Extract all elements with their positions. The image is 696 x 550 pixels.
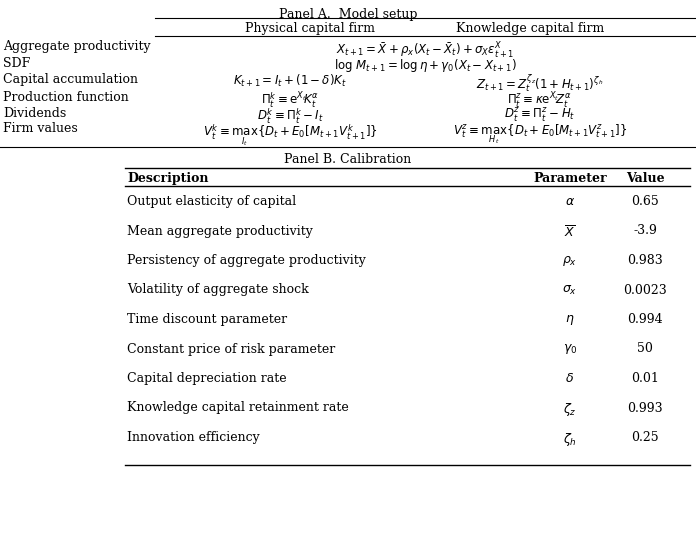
Text: Capital accumulation: Capital accumulation <box>3 73 138 86</box>
Text: $K_{t+1} = I_t + (1-\delta)K_t$: $K_{t+1} = I_t + (1-\delta)K_t$ <box>233 73 347 89</box>
Text: Parameter: Parameter <box>533 172 607 185</box>
Text: $V_t^k \equiv \underset{I_t}{\max}\{D_t + E_0[M_{t+1}V_{t+1}^k]\}$: $V_t^k \equiv \underset{I_t}{\max}\{D_t … <box>203 122 377 148</box>
Text: 0.983: 0.983 <box>627 254 663 267</box>
Text: $\rho_x$: $\rho_x$ <box>562 254 578 268</box>
Text: Innovation efficiency: Innovation efficiency <box>127 431 260 444</box>
Text: $\Pi_t^k \equiv \mathrm{e}^{X_t}\!K_t^{\alpha}$: $\Pi_t^k \equiv \mathrm{e}^{X_t}\!K_t^{\… <box>261 91 319 111</box>
Text: Output elasticity of capital: Output elasticity of capital <box>127 195 296 208</box>
Text: $\log\, M_{t+1} = \log\eta + \gamma_0(X_t - X_{t+1})$: $\log\, M_{t+1} = \log\eta + \gamma_0(X_… <box>333 57 516 74</box>
Text: Knowledge capital firm: Knowledge capital firm <box>456 22 604 35</box>
Text: Mean aggregate productivity: Mean aggregate productivity <box>127 224 313 238</box>
Text: 50: 50 <box>637 343 653 355</box>
Text: $\zeta_h$: $\zeta_h$ <box>563 431 577 448</box>
Text: $\delta$: $\delta$ <box>565 372 574 385</box>
Text: Firm values: Firm values <box>3 122 78 135</box>
Text: $D_t^k \equiv \Pi_t^k - I_t$: $D_t^k \equiv \Pi_t^k - I_t$ <box>257 107 324 126</box>
Text: Dividends: Dividends <box>3 107 66 120</box>
Text: $\zeta_z$: $\zeta_z$ <box>563 402 577 419</box>
Text: $\eta$: $\eta$ <box>565 313 575 327</box>
Text: Production function: Production function <box>3 91 129 104</box>
Text: $\alpha$: $\alpha$ <box>565 195 575 208</box>
Text: $\overline{X}$: $\overline{X}$ <box>564 224 576 240</box>
Text: Panel B. Calibration: Panel B. Calibration <box>285 153 411 166</box>
Text: -3.9: -3.9 <box>633 224 657 238</box>
Text: 0.01: 0.01 <box>631 372 659 385</box>
Text: 0.0023: 0.0023 <box>623 283 667 296</box>
Text: $\gamma_0$: $\gamma_0$ <box>563 343 577 356</box>
Text: Persistency of aggregate productivity: Persistency of aggregate productivity <box>127 254 366 267</box>
Text: $\sigma_x$: $\sigma_x$ <box>562 283 578 296</box>
Text: Constant price of risk parameter: Constant price of risk parameter <box>127 343 335 355</box>
Text: Knowledge capital retainment rate: Knowledge capital retainment rate <box>127 402 349 415</box>
Text: 0.993: 0.993 <box>627 402 663 415</box>
Text: $\Pi_t^z \equiv \kappa\mathrm{e}^{X_t}\!Z_t^{\alpha}$: $\Pi_t^z \equiv \kappa\mathrm{e}^{X_t}\!… <box>507 91 573 111</box>
Text: Time discount parameter: Time discount parameter <box>127 313 287 326</box>
Text: 0.65: 0.65 <box>631 195 659 208</box>
Text: Volatility of aggregate shock: Volatility of aggregate shock <box>127 283 309 296</box>
Text: 0.25: 0.25 <box>631 431 659 444</box>
Text: $V_t^z \equiv \underset{H_t}{\max}\{D_t + E_0[M_{t+1}V_{t+1}^z]\}$: $V_t^z \equiv \underset{H_t}{\max}\{D_t … <box>453 122 627 146</box>
Text: Value: Value <box>626 172 664 185</box>
Text: Capital depreciation rate: Capital depreciation rate <box>127 372 287 385</box>
Text: $Z_{t+1} = Z_t^{\zeta_z}(1+H_{t+1})^{\zeta_h}$: $Z_{t+1} = Z_t^{\zeta_z}(1+H_{t+1})^{\ze… <box>476 73 603 95</box>
Text: $D_t^z \equiv \Pi_t^z - H_t$: $D_t^z \equiv \Pi_t^z - H_t$ <box>505 107 576 124</box>
Text: Physical capital firm: Physical capital firm <box>245 22 375 35</box>
Text: SDF: SDF <box>3 57 30 70</box>
Text: Aggregate productivity: Aggregate productivity <box>3 40 150 53</box>
Text: $X_{t+1} = \bar{X} + \rho_x(X_t - \bar{X}_t) + \sigma_X \epsilon_{t+1}^X$: $X_{t+1} = \bar{X} + \rho_x(X_t - \bar{X… <box>336 40 514 60</box>
Text: 0.994: 0.994 <box>627 313 663 326</box>
Text: Panel A.  Model setup: Panel A. Model setup <box>279 8 417 21</box>
Text: Description: Description <box>127 172 209 185</box>
